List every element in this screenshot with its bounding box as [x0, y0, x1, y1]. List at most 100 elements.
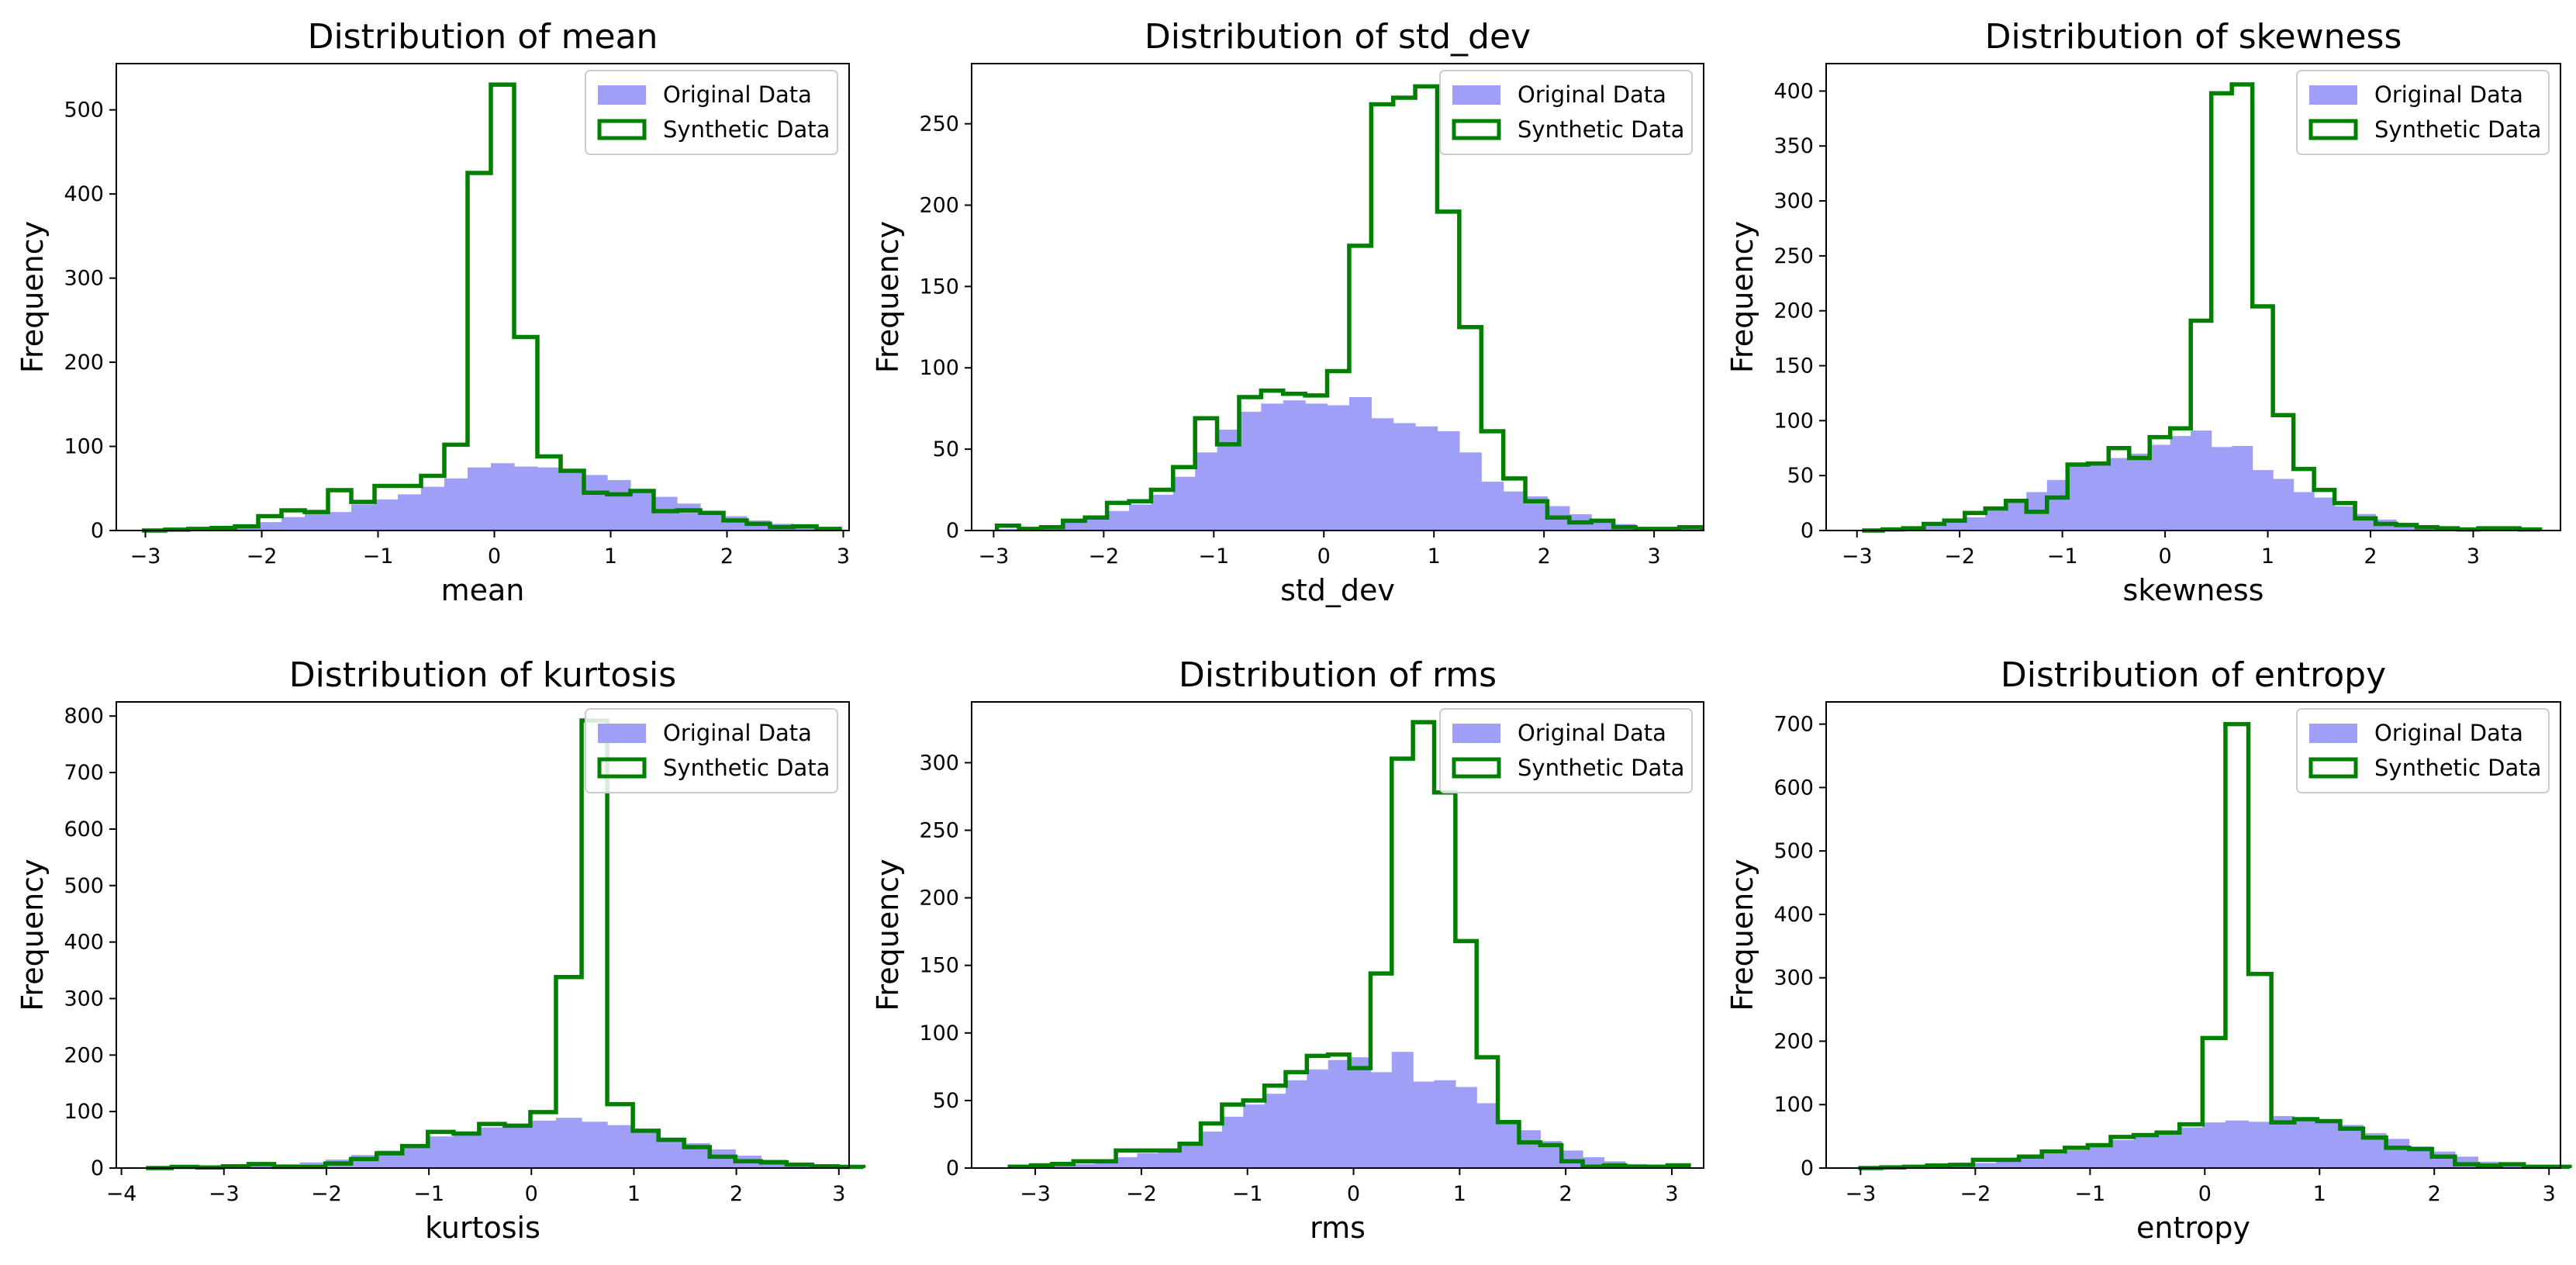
chart-3-legend-synthetic-label: Synthetic Data: [2374, 116, 2541, 143]
chart-5-x-tick-label: −2: [1126, 1182, 1157, 1206]
chart-4-original-bar: [633, 1129, 659, 1168]
chart-5-y-tick-label: 50: [933, 1089, 959, 1113]
chart-5-original-bar: [1349, 1057, 1372, 1168]
chart-5-x-tick-label: 3: [1665, 1182, 1678, 1206]
chart-3-original-bar: [2293, 492, 2315, 531]
chart-2-synthetic-step-line: [994, 84, 1704, 531]
chart-1-original-bar: [421, 486, 445, 531]
chart-2-x-tick-label: −2: [1088, 544, 1119, 569]
chart-6-original-bar: [2271, 1115, 2295, 1168]
chart-4-original-bar: [504, 1124, 531, 1168]
chart-6-original-bar: [2064, 1150, 2088, 1168]
chart-5-original-bar: [1094, 1161, 1117, 1168]
chart-2-original-bar: [1085, 517, 1108, 531]
chart-3-original-bar: [2252, 470, 2274, 531]
chart-1-original-bar: [444, 478, 468, 531]
chart-6-original-bar: [1973, 1163, 1997, 1168]
chart-4-x-tick-label: −4: [106, 1182, 137, 1206]
chart-3-original-bar: [2191, 430, 2212, 531]
chart-1-x-tick-label: −2: [247, 544, 278, 569]
chart-2-original-bar: [1459, 452, 1482, 531]
chart-6-legend-original-swatch: [2309, 724, 2357, 743]
chart-1-x-tick-label: −3: [130, 544, 161, 569]
chart-6-original-bar: [2133, 1135, 2157, 1168]
chart-4: −4 −3 −2 −1 0 1 2 3 0 100 200 300 400 500 600 700 800 Dis…: [16, 655, 866, 1245]
chart-6-original-bar: [2179, 1127, 2203, 1168]
chart-3-original-bar: [1964, 517, 1986, 531]
chart-2-x-tick-label: −3: [978, 544, 1009, 569]
chart-1-original-bar: [677, 503, 701, 531]
chart-1-legend-synthetic-swatch: [597, 119, 647, 140]
chart-2-original-bar: [1591, 520, 1614, 531]
chart-3-axes-frame: [1825, 63, 2561, 531]
chart-5-x-tick-label: 0: [1347, 1182, 1360, 1206]
chart-2-legend: Original Data Synthetic Data: [1439, 70, 1693, 155]
chart-4-x-tick-label: −2: [311, 1182, 342, 1206]
chart-6-legend-box: [2296, 708, 2550, 793]
chart-3-y-tick-label: 200: [1773, 299, 1814, 323]
chart-6-x-tick-label: −1: [2074, 1182, 2105, 1206]
chart-5-legend-original-label: Original Data: [1518, 720, 1666, 746]
chart-3-y-tick-label: 100: [1773, 409, 1814, 433]
chart-4-legend-original-label: Original Data: [663, 720, 812, 746]
chart-2-legend-box: [1439, 70, 1693, 155]
chart-3-x-tick-label: −3: [1842, 544, 1873, 569]
chart-4-title: Distribution of kurtosis: [289, 655, 676, 695]
chart-2-original-bar: [1172, 476, 1196, 531]
chart-6-original-bar: [2110, 1140, 2135, 1168]
chart-4-y-tick-label: 0: [91, 1156, 104, 1180]
chart-6-original-bar: [2202, 1122, 2226, 1168]
chart-1-original-bar: [561, 472, 585, 531]
chart-3-original-bar: [2211, 447, 2232, 531]
chart-5-original-bar: [1221, 1116, 1244, 1168]
chart-6-y-tick-label: 700: [1773, 713, 1814, 737]
chart-3-x-tick-label: 3: [2467, 544, 2480, 569]
chart-6: −3 −2 −1 0 1 2 3 0 100 200 300 400 500 600 700 Distribu…: [1725, 655, 2572, 1245]
chart-4-y-tick-label: 300: [64, 987, 104, 1011]
chart-5: −3 −2 −1 0 1 2 3 0 50 100 150 200 250 300 Distribution…: [871, 655, 1704, 1245]
chart-3-original-bar: [2046, 479, 2068, 531]
chart-1-original-bar: [537, 467, 561, 531]
chart-3-original-bar: [2150, 444, 2171, 531]
chart-3-original-bar: [2273, 479, 2295, 531]
chart-4-legend-synthetic-swatch: [597, 757, 647, 779]
chart-6-y-tick-label: 300: [1773, 966, 1814, 990]
chart-5-original-bar: [1434, 1080, 1456, 1168]
chart-1-y-tick-label: 300: [64, 267, 104, 291]
chart-3-x-tick-label: 1: [2261, 544, 2274, 569]
chart-4-legend: Original Data Synthetic Data: [585, 708, 838, 793]
chart-5-legend-original-swatch: [1452, 724, 1500, 743]
chart-4-y-axis-label: Frequency: [16, 859, 50, 1011]
chart-4-original-bar: [248, 1165, 275, 1168]
chart-5-y-tick-label: 300: [919, 751, 959, 775]
chart-4-original-bar: [427, 1136, 454, 1168]
chart-6-original-bar: [2317, 1122, 2341, 1168]
chart-4-y-tick-label: 500: [64, 874, 104, 898]
chart-1-original-bar: [351, 504, 375, 531]
chart-3-y-tick-label: 350: [1773, 134, 1814, 158]
chart-2-original-bar: [1283, 400, 1306, 531]
chart-2-original-bar: [1393, 423, 1416, 531]
chart-3-original-bar: [2129, 453, 2150, 531]
chart-4-original-bar: [556, 1118, 582, 1168]
chart-3-original-bar: [2108, 458, 2130, 531]
chart-3-x-axis-label: skewness: [2123, 573, 2264, 607]
chart-2-y-tick-label: 100: [919, 356, 959, 380]
chart-2-original-bar: [1238, 411, 1262, 531]
chart-1-original-bar: [584, 475, 608, 531]
chart-1-original-bar: [398, 494, 422, 531]
chart-5-legend-synthetic-swatch: [1452, 757, 1501, 779]
chart-4-original-bar: [402, 1144, 429, 1168]
chart-3-original-bar: [2087, 462, 2109, 531]
chart-3-original-bar: [2314, 497, 2336, 531]
chart-2-axes-frame: [971, 63, 1704, 531]
chart-5-original-bar: [1328, 1059, 1350, 1168]
chart-4-legend-synthetic-label: Synthetic Data: [663, 755, 830, 781]
chart-3-y-tick-label: 150: [1773, 354, 1814, 378]
chart-2-original-bar: [1327, 405, 1350, 531]
chart-2-y-tick-label: 250: [919, 112, 959, 137]
chart-5-synthetic-step-line: [1007, 720, 1691, 1170]
chart-6-y-tick-label: 0: [1801, 1156, 1814, 1180]
chart-2-y-tick-label: 0: [946, 519, 959, 543]
